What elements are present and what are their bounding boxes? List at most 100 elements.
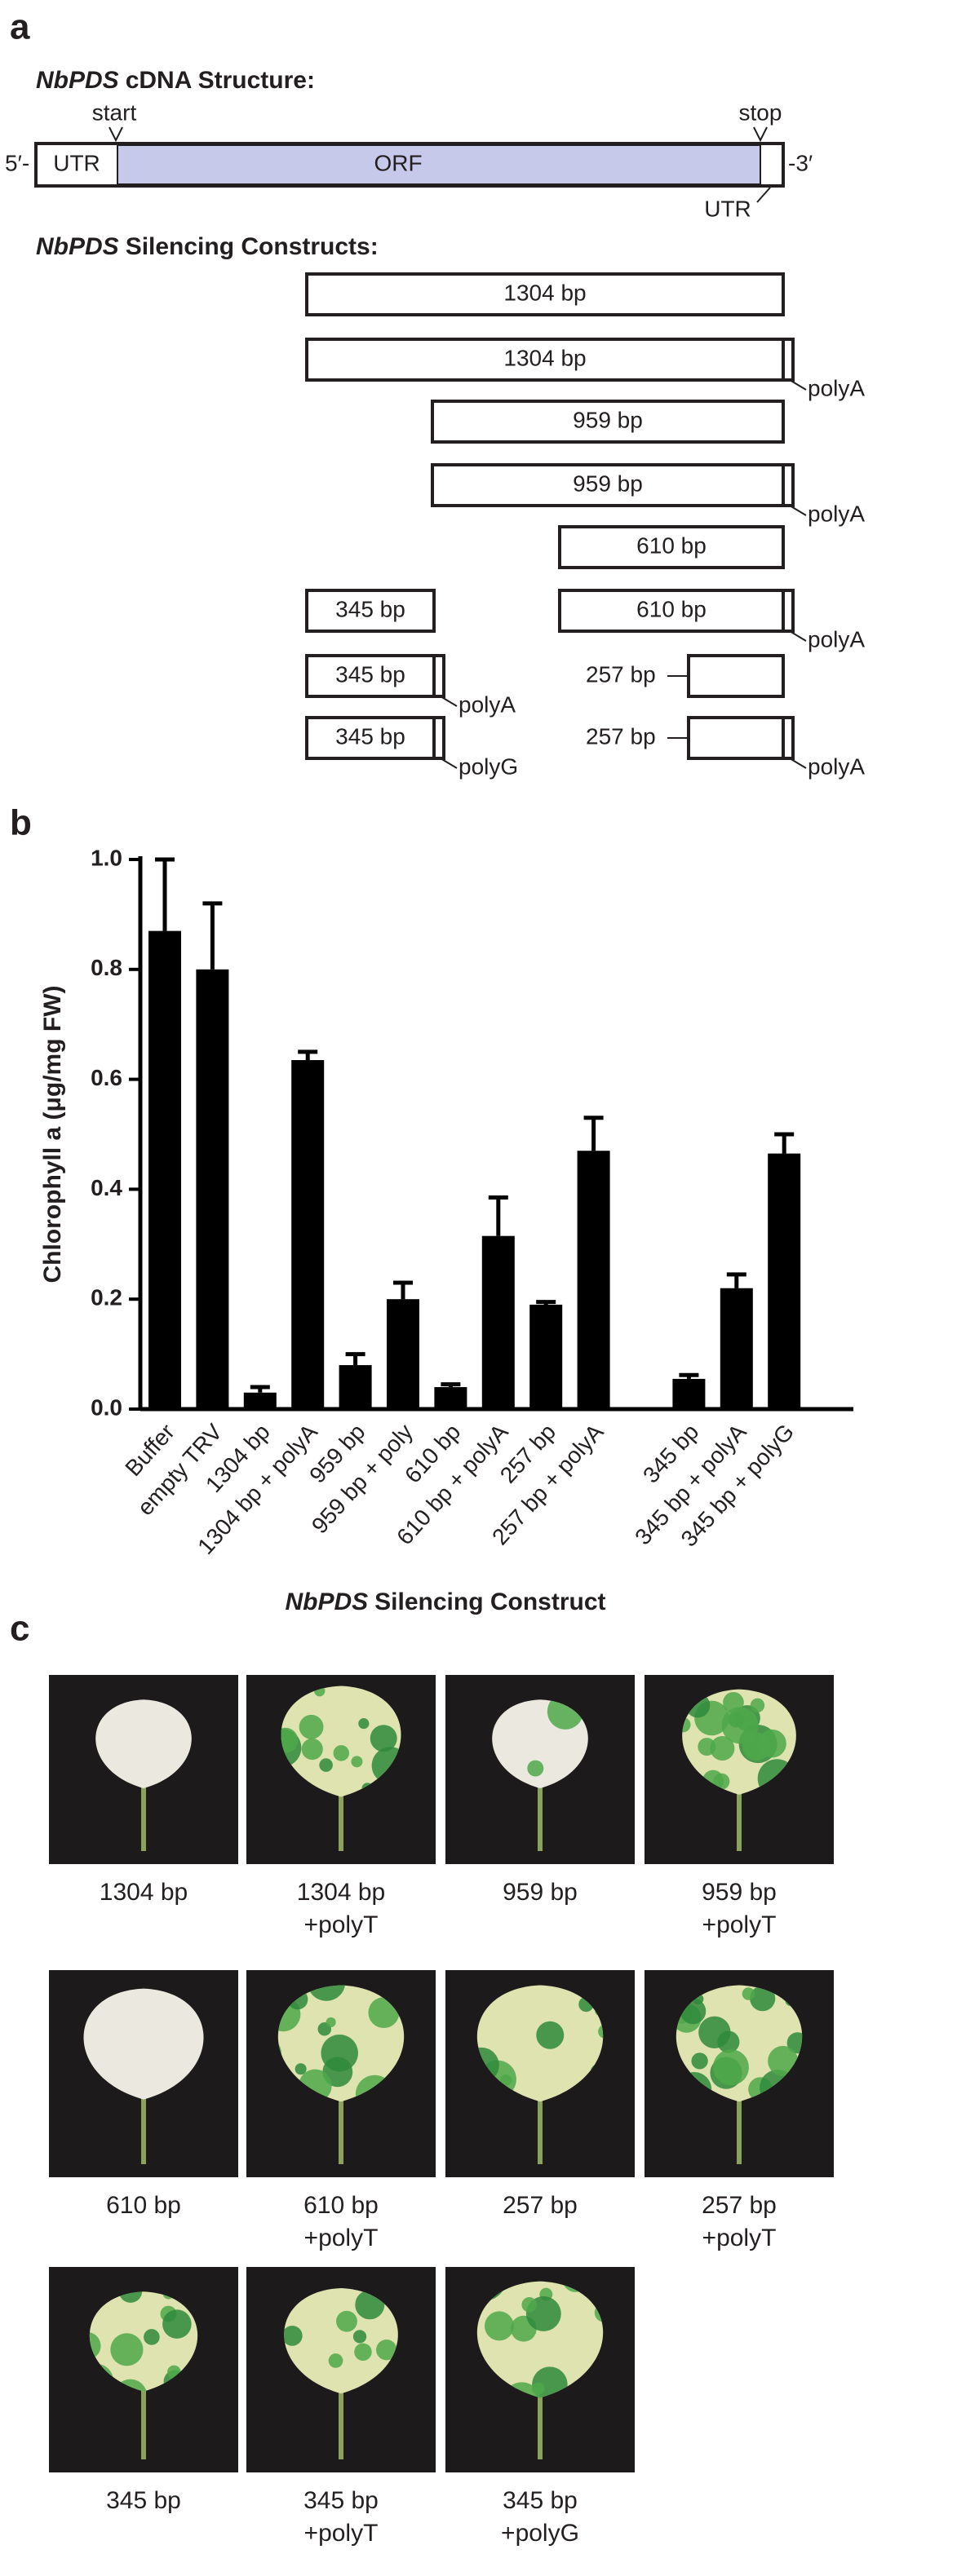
x-axis-label-italic: NbPDS — [285, 1588, 368, 1615]
error-bar — [488, 1195, 508, 1236]
heading: NbPDS Silencing Constructs: — [36, 233, 379, 260]
error-bar — [202, 901, 223, 970]
leaf-spot — [484, 2311, 514, 2341]
leaf-spot — [742, 1732, 771, 1761]
leaf-spot — [162, 2309, 192, 2339]
construct-label: 959 bp — [573, 407, 643, 432]
error-bar — [441, 1382, 461, 1388]
construct-box — [305, 654, 436, 698]
photo-caption: 257 bp — [702, 2192, 777, 2219]
construct-label: 345 bp — [335, 723, 405, 749]
leaf-spot — [326, 2017, 336, 2028]
leaf-spot — [110, 2333, 144, 2366]
construct-box — [305, 272, 785, 316]
construct-box — [558, 589, 785, 633]
construct-box — [431, 400, 785, 444]
bar — [768, 1153, 801, 1409]
bar — [577, 1151, 610, 1409]
error-bar — [393, 1280, 413, 1300]
leaf-spot — [717, 2030, 740, 2053]
construct-label: 345 bp — [335, 661, 405, 687]
leaf — [95, 1699, 192, 1789]
tail-label: polyG — [458, 753, 518, 779]
error-bar — [298, 1049, 318, 1061]
photo-caption: 345 bp — [106, 2487, 181, 2514]
leader-line — [789, 758, 807, 769]
y-tick-label: 0.8 — [91, 955, 122, 980]
leaf-spot — [336, 2310, 357, 2332]
leaf-spot — [710, 1736, 735, 1761]
construct-box — [305, 589, 436, 633]
leaf — [476, 2281, 604, 2398]
y-tick-label: 0.4 — [91, 1175, 122, 1200]
tail-label: polyA — [808, 501, 865, 526]
panel-letter: c — [10, 1609, 29, 1649]
construct-box — [431, 463, 785, 507]
heading-text: Silencing Constructs: — [126, 233, 379, 260]
leaf-spot — [370, 1725, 397, 1752]
photo-caption: 610 bp — [303, 2192, 379, 2219]
bar — [196, 969, 229, 1409]
leaf-spot — [598, 2024, 604, 2039]
bar — [243, 1392, 277, 1409]
leaf-spot — [712, 2049, 749, 2086]
leaf-spot — [321, 2034, 358, 2072]
y-axis-label: Chlorophyll a (μg/mg FW) — [39, 986, 66, 1284]
five-prime: 5′- — [5, 150, 29, 175]
construct-label: 610 bp — [636, 532, 707, 558]
leaf-spot — [281, 1727, 299, 1753]
leaf-spot — [299, 1714, 324, 1739]
bar — [339, 1365, 372, 1409]
construct-box — [305, 338, 785, 382]
leader-line — [440, 696, 458, 707]
utr-label: UTR — [53, 150, 100, 175]
photo-caption: 610 bp — [106, 2192, 181, 2219]
construct-label: 610 bp — [636, 596, 707, 621]
photo-caption: 257 bp — [503, 2192, 578, 2219]
x-axis-label-text: Silencing Construct — [374, 1588, 605, 1615]
heading-italic: NbPDS — [36, 233, 119, 260]
leaf — [83, 1988, 204, 2100]
leaf-spot — [536, 2021, 565, 2049]
leaf-spot — [691, 2052, 708, 2070]
leaf-spot — [333, 1745, 350, 1761]
photos: 1304 bp 1304 bp +polyT 959 bp 959 bp +polyT 61… — [49, 1675, 834, 2547]
photo-caption: 345 bp — [303, 2487, 379, 2514]
photo-caption: 959 bp — [503, 1879, 578, 1906]
leader-line — [789, 505, 807, 516]
leaf-spot — [521, 2297, 538, 2313]
leaf-spot — [742, 1987, 755, 2000]
error-bar — [583, 1116, 604, 1151]
leaf-spot — [328, 2353, 343, 2368]
leaf-spot — [723, 1691, 744, 1713]
tail-label: polyA — [808, 753, 865, 779]
error-bar — [345, 1352, 365, 1366]
leaf-spot — [750, 1698, 765, 1713]
utr-label: UTR — [704, 196, 751, 221]
leaf-spot — [295, 2063, 307, 2075]
x-axis-label: NbPDS Silencing Construct — [285, 1588, 605, 1615]
leaf-spot — [358, 1718, 370, 1730]
leaf-spot — [307, 1985, 346, 2001]
tail-label: polyA — [808, 626, 865, 652]
three-prime: -3′ — [788, 150, 813, 175]
photo-caption: +polyT — [304, 1911, 379, 1938]
bar — [387, 1299, 419, 1409]
leaf-spot — [319, 1758, 333, 1772]
error-bar — [536, 1300, 556, 1305]
leaf-spot — [786, 2032, 803, 2054]
leaf-spot — [118, 2291, 143, 2303]
panel-letter: a — [10, 7, 30, 47]
error-bar — [774, 1132, 795, 1154]
panel-letter: b — [10, 803, 32, 843]
heading-text: cDNA Structure: — [126, 67, 315, 94]
leaf-spot — [527, 1760, 544, 1777]
construct-box — [687, 654, 785, 698]
tail-box — [432, 716, 445, 760]
bar — [291, 1060, 325, 1409]
y-tick-label: 0.2 — [91, 1285, 122, 1310]
start-label: start — [92, 99, 137, 125]
leaf-spot — [144, 2329, 160, 2345]
photo-caption: 1304 bp — [100, 1879, 188, 1906]
orf-label: ORF — [374, 150, 422, 175]
